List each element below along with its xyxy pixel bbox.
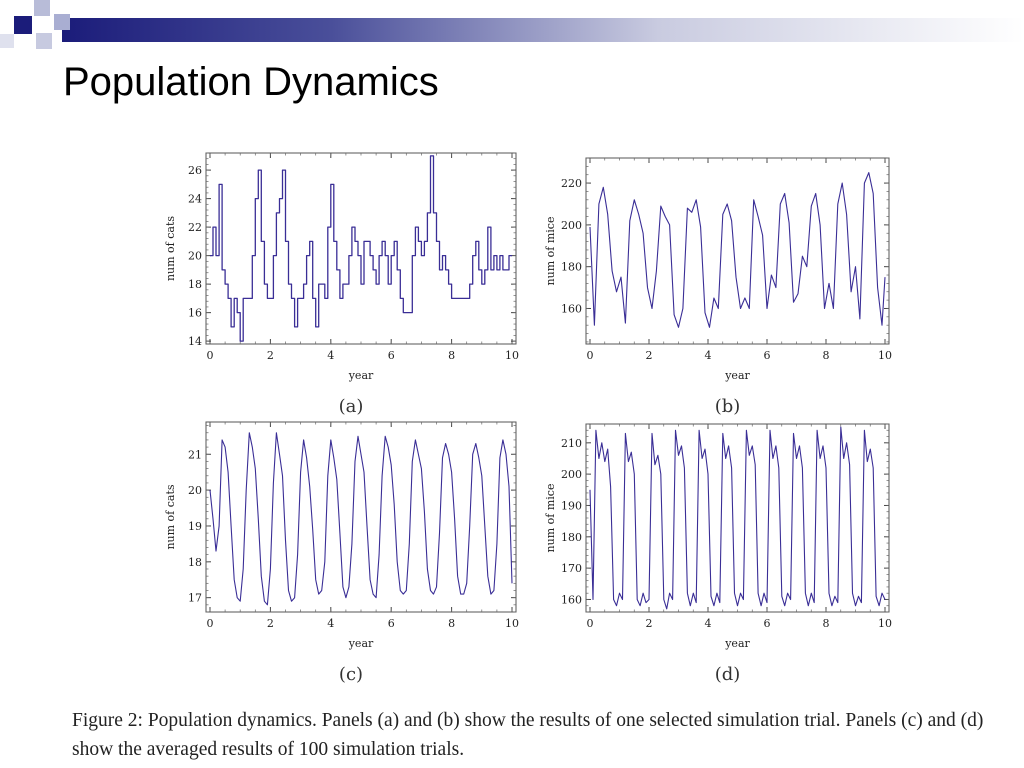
- x-tick-label: 6: [764, 617, 771, 630]
- x-tick-label: 2: [646, 617, 653, 630]
- chart-d: 0 2 4 6 8 10 160 170 180 190 200 210 year num of mice…: [544, 423, 892, 685]
- panel-label-a: (a): [339, 396, 364, 417]
- y-tick-label: 17: [188, 592, 202, 605]
- y-axis-label: num of mice: [544, 484, 557, 553]
- y-tick-label: 160: [561, 593, 582, 606]
- panel-label-d: (d): [715, 664, 741, 685]
- logo-square-1: [14, 16, 32, 34]
- y-tick-label: 200: [561, 468, 582, 481]
- slide-title: Population Dynamics: [63, 60, 439, 104]
- chart-c: 0 2 4 6 8 10 17 18 19 20 21 year num of cats (c): [164, 421, 519, 685]
- y-tick-label: 180: [561, 261, 582, 274]
- x-tick-label: 8: [448, 617, 455, 630]
- header-gradient-bar: [62, 18, 1024, 42]
- y-tick-label: 190: [561, 499, 582, 512]
- x-tick-label: 10: [878, 349, 892, 362]
- x-tick-label: 2: [267, 617, 274, 630]
- y-tick-label: 180: [561, 531, 582, 544]
- x-tick-label: 10: [505, 617, 519, 630]
- y-tick-label: 24: [188, 193, 202, 206]
- y-tick-label: 210: [561, 437, 582, 450]
- x-tick-label: 8: [823, 349, 830, 362]
- y-tick-label: 18: [188, 556, 202, 569]
- x-tick-label: 10: [505, 349, 519, 362]
- x-tick-label: 4: [327, 617, 334, 630]
- y-tick-label: 18: [188, 278, 202, 291]
- panel-label-b: (b): [715, 396, 741, 417]
- logo-square-3: [36, 33, 52, 49]
- y-tick-label: 200: [561, 219, 582, 232]
- y-tick-label: 21: [188, 448, 202, 461]
- logo-square-4: [54, 14, 70, 30]
- x-axis-label: year: [724, 637, 750, 650]
- x-tick-label: 6: [764, 349, 771, 362]
- x-tick-label: 4: [705, 617, 712, 630]
- x-axis-label: year: [724, 369, 750, 382]
- x-tick-label: 4: [327, 349, 334, 362]
- series-line-c: [209, 432, 513, 606]
- x-tick-label: 2: [267, 349, 274, 362]
- y-axis-label: num of cats: [164, 216, 177, 281]
- x-axis-label: year: [348, 637, 374, 650]
- x-tick-label: 6: [388, 617, 395, 630]
- header-band: [0, 0, 1024, 49]
- y-tick-label: 220: [561, 177, 582, 190]
- y-tick-label: 170: [561, 562, 582, 575]
- y-tick-label: 22: [188, 221, 202, 234]
- y-tick-label: 160: [561, 302, 582, 315]
- x-axis-label: year: [348, 369, 374, 382]
- y-tick-label: 26: [188, 164, 202, 177]
- logo-square-5: [0, 34, 14, 48]
- logo-square-2: [34, 0, 50, 16]
- x-tick-label: 4: [705, 349, 712, 362]
- x-tick-label: 0: [587, 349, 594, 362]
- x-tick-label: 8: [823, 617, 830, 630]
- y-tick-label: 20: [188, 250, 202, 263]
- series-line-a: [210, 155, 512, 342]
- x-tick-label: 2: [646, 349, 653, 362]
- series-line-b: [589, 172, 886, 328]
- figure-caption: Figure 2: Population dynamics. Panels (a…: [72, 710, 984, 760]
- x-tick-label: 0: [207, 349, 214, 362]
- x-tick-label: 10: [878, 617, 892, 630]
- y-tick-label: 16: [188, 307, 202, 320]
- y-axis-label: num of mice: [544, 217, 557, 286]
- x-tick-label: 0: [207, 617, 214, 630]
- y-axis-label: num of cats: [164, 484, 177, 549]
- y-tick-label: 14: [188, 335, 202, 348]
- y-tick-label: 19: [188, 520, 202, 533]
- panel-label-c: (c): [339, 664, 363, 685]
- y-tick-label: 20: [188, 484, 202, 497]
- chart-b: 0 2 4 6 8 10 160 180 200 220 year num of mice (b): [544, 157, 892, 417]
- x-tick-label: 0: [587, 617, 594, 630]
- x-tick-label: 8: [448, 349, 455, 362]
- plot-frame-a: [205, 152, 517, 345]
- plot-frame-b: [585, 157, 890, 345]
- x-tick-label: 6: [388, 349, 395, 362]
- series-line-d: [589, 426, 886, 610]
